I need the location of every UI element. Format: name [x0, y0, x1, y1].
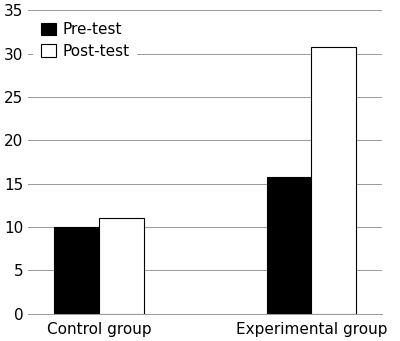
Bar: [266, 177, 311, 313]
Legend: Pre-test, Post-test: Pre-test, Post-test: [33, 15, 137, 66]
Bar: [54, 227, 99, 313]
Bar: [99, 218, 144, 313]
Bar: [311, 47, 356, 313]
